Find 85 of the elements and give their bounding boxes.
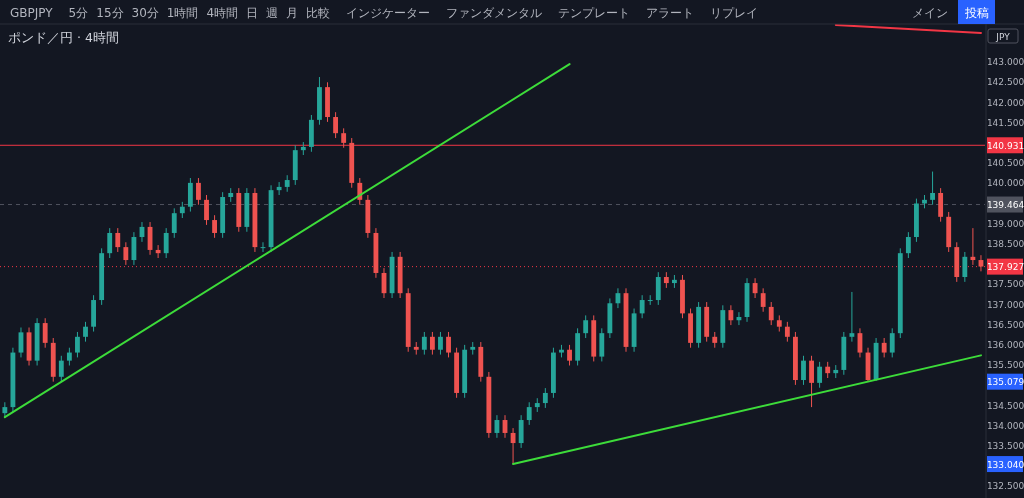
- candlestick: [171, 207, 177, 239]
- candlestick: [970, 227, 976, 266]
- y-tick-label: 142.500: [986, 77, 1024, 88]
- candlestick: [429, 331, 435, 356]
- candlestick: [115, 227, 121, 253]
- text: インジケーター: [346, 6, 431, 20]
- candlestick: [42, 317, 48, 349]
- candlestick: [567, 344, 572, 366]
- candlestick: [163, 227, 169, 259]
- text: 30分: [131, 6, 159, 20]
- y-tick-label: 134.500: [986, 400, 1024, 411]
- candlestick: [583, 314, 589, 339]
- candlestick: [333, 111, 339, 139]
- text: 週: [266, 6, 279, 20]
- y-tick-label: 135.500: [986, 360, 1024, 371]
- text: GBPJPY: [10, 6, 54, 20]
- candlestick: [655, 271, 661, 306]
- candlestick: [446, 331, 451, 358]
- candlestick: [962, 251, 968, 283]
- candlestick: [752, 277, 758, 299]
- text: 1時間: [166, 6, 199, 20]
- y-tick-label: 137.500: [986, 279, 1024, 290]
- candlestick: [58, 355, 64, 383]
- candlestick: [421, 331, 427, 356]
- candlestick: [341, 127, 347, 149]
- candlestick: [518, 414, 524, 449]
- candlestick: [817, 361, 823, 389]
- candlestick: [849, 291, 855, 343]
- candlestick: [760, 287, 766, 313]
- candlestick: [784, 321, 790, 343]
- text: 日: [246, 6, 259, 20]
- ref-line-label: 139.464: [986, 200, 1024, 211]
- candlestick: [647, 294, 653, 306]
- candlestick: [889, 327, 895, 358]
- candlestick: [768, 301, 774, 326]
- text: メイン: [912, 6, 948, 20]
- candlestick: [881, 337, 887, 358]
- y-tick-label: 138.500: [986, 238, 1024, 249]
- y-tick-label: 139.000: [986, 218, 1024, 229]
- text: リプレイ: [710, 6, 759, 20]
- candlestick: [83, 321, 88, 343]
- text: 15分: [96, 6, 124, 20]
- candlestick: [938, 187, 944, 223]
- y-tick-label: 136.500: [986, 319, 1024, 330]
- text: アラート: [646, 6, 695, 20]
- candlestick: [75, 331, 80, 358]
- candlestick: [930, 171, 935, 206]
- candlestick: [187, 177, 193, 213]
- candlestick: [905, 231, 911, 259]
- text: テンプレート: [558, 6, 631, 20]
- candlestick: [123, 241, 129, 266]
- text: 5分: [68, 6, 89, 20]
- y-tick-label: 140.500: [986, 158, 1024, 169]
- text: ポンド／円 · 4時間: [8, 30, 119, 45]
- candlestick: [196, 177, 201, 206]
- candlestick: [978, 254, 984, 272]
- candlestick: [204, 194, 209, 226]
- y-tick-label: 136.000: [986, 339, 1024, 350]
- candlestick: [801, 355, 806, 386]
- candlestick: [542, 387, 548, 409]
- y-tick-label: 133.500: [986, 440, 1024, 451]
- candlestick: [639, 294, 645, 319]
- y-tick-label: 141.500: [986, 117, 1024, 128]
- text: 比較: [306, 6, 331, 20]
- text: ファンダメンタル: [446, 6, 543, 20]
- candlestick: [599, 327, 605, 362]
- y-tick-label: 137.000: [986, 299, 1024, 310]
- y-tick-label: 134.000: [986, 420, 1024, 431]
- candlestick: [728, 304, 734, 326]
- candlestick: [155, 244, 161, 259]
- y-tick-label: 140.000: [986, 178, 1024, 189]
- candlestick: [526, 401, 532, 426]
- y-tick-label: 143.000: [986, 57, 1024, 68]
- y-axis-title: JPY: [995, 31, 1011, 42]
- y-tick-label: 142.000: [986, 97, 1024, 108]
- text: 投稿: [963, 6, 989, 20]
- candlestick: [131, 231, 137, 266]
- candlestick: [107, 227, 113, 259]
- y-tick-label: 132.500: [986, 481, 1024, 492]
- candlestick: [276, 181, 282, 196]
- candlestick: [438, 331, 443, 356]
- text: 月: [286, 6, 299, 20]
- text: 4時間: [206, 6, 239, 20]
- candlestick: [212, 214, 218, 239]
- candlestick: [809, 355, 814, 408]
